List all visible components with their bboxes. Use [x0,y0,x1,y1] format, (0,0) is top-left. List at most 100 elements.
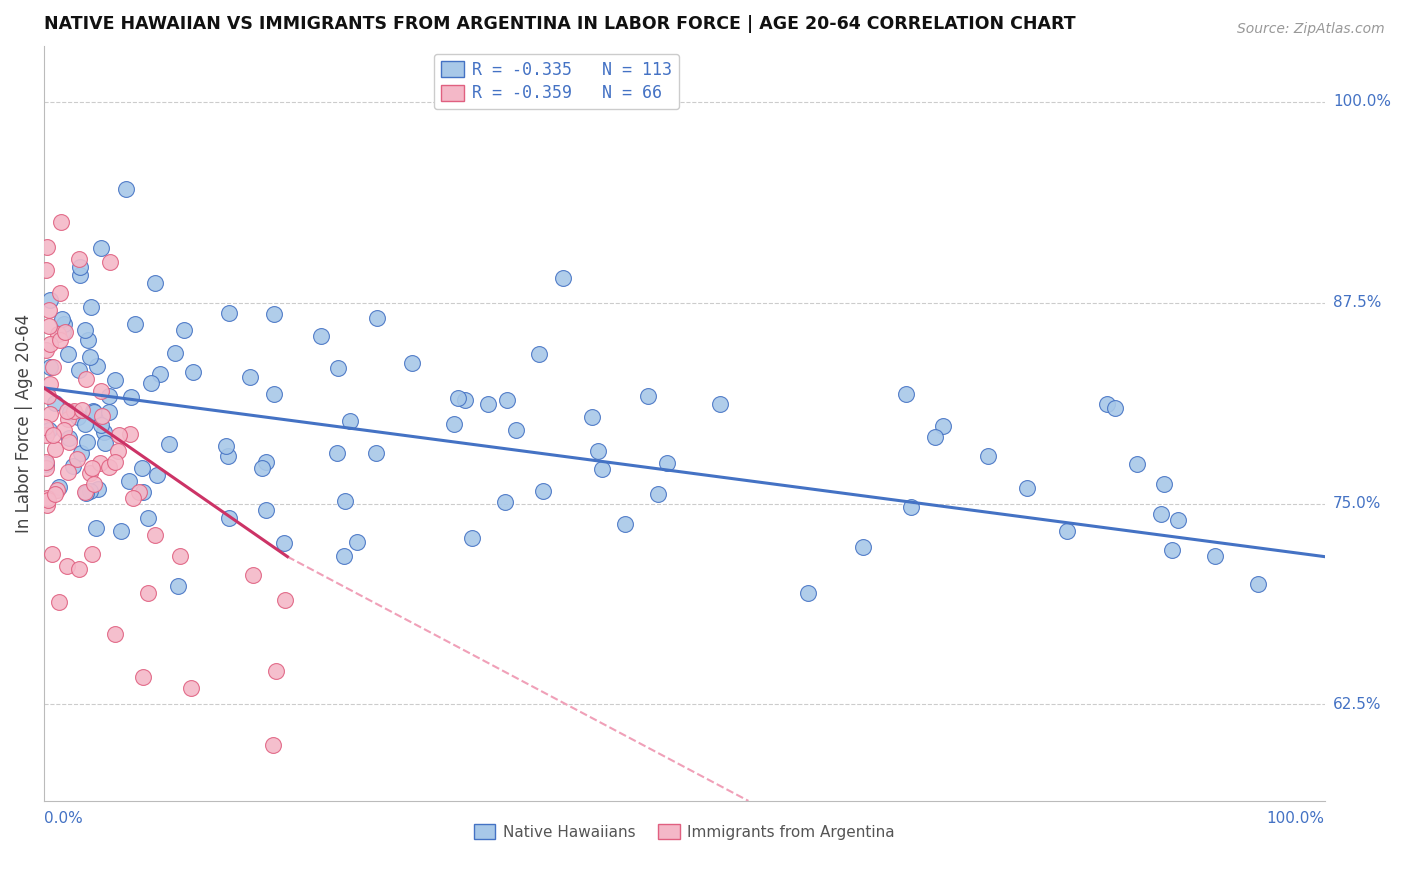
Point [273,536,295,550]
Point [254,503,277,517]
Point [131,461,153,475]
Point [63,403,86,417]
Point [67,362,90,376]
Point [1150,508,1173,522]
Point [69,268,91,282]
Point [79,466,101,480]
Point [104,373,127,387]
Point [66,410,89,425]
Point [110,524,132,539]
Point [90,241,112,255]
Point [67,562,90,576]
Point [48,595,70,609]
Point [173,323,195,337]
Point [1125,457,1147,471]
Point [55,326,77,340]
Point [477,397,499,411]
Point [239,370,262,384]
Point [551,271,574,285]
Point [38,360,60,375]
Point [657,456,679,470]
Text: 75.0%: 75.0% [1333,496,1381,511]
Point [86,359,108,373]
Point [53,317,76,331]
Point [98,405,121,419]
Text: 87.5%: 87.5% [1333,295,1381,310]
Point [49,333,72,347]
Point [797,586,820,600]
Point [75,486,97,500]
Point [98,254,121,268]
Point [79,483,101,498]
Point [84,521,107,535]
Point [181,365,204,379]
Point [86,482,108,496]
Point [218,510,240,524]
Point [169,549,191,563]
Point [1017,481,1039,495]
Point [75,372,97,386]
Point [48,480,70,494]
Point [263,387,285,401]
Point [326,361,349,376]
Point [527,347,550,361]
Point [73,484,96,499]
Point [932,418,955,433]
Point [531,484,554,499]
Point [124,318,146,332]
Point [136,511,159,525]
Point [56,465,79,479]
Point [852,541,875,555]
Point [82,547,104,561]
Point [34,455,56,469]
Point [121,390,143,404]
Point [443,417,465,431]
Point [107,444,129,458]
Point [51,311,73,326]
Point [637,389,659,403]
Point [55,404,77,418]
Point [1104,401,1126,416]
Point [1161,543,1184,558]
Point [591,461,613,475]
Point [35,460,58,475]
Point [364,446,387,460]
Point [79,350,101,364]
Point [104,627,127,641]
Point [586,443,609,458]
Point [143,527,166,541]
Point [1095,397,1118,411]
Point [1204,549,1226,564]
Point [83,405,105,419]
Point [58,432,80,446]
Point [77,333,100,347]
Point [614,516,637,531]
Point [709,396,731,410]
Point [44,442,66,456]
Point [107,428,129,442]
Point [42,427,65,442]
Point [924,430,946,444]
Point [218,306,240,320]
Point [494,494,516,508]
Point [76,435,98,450]
Point [262,738,284,752]
Point [62,458,84,473]
Point [581,410,603,425]
Point [1247,577,1270,591]
Point [53,423,76,437]
Point [37,498,59,512]
Point [45,483,67,497]
Text: 100.0%: 100.0% [1267,811,1324,825]
Point [346,535,368,549]
Point [894,387,917,401]
Point [93,425,115,439]
Point [58,411,80,425]
Point [366,311,388,326]
Point [49,286,72,301]
Point [90,409,112,423]
Point [37,389,59,403]
Point [115,182,138,196]
Point [180,681,202,696]
Point [41,547,63,561]
